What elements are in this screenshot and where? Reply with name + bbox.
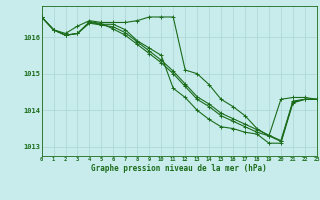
- X-axis label: Graphe pression niveau de la mer (hPa): Graphe pression niveau de la mer (hPa): [91, 164, 267, 173]
